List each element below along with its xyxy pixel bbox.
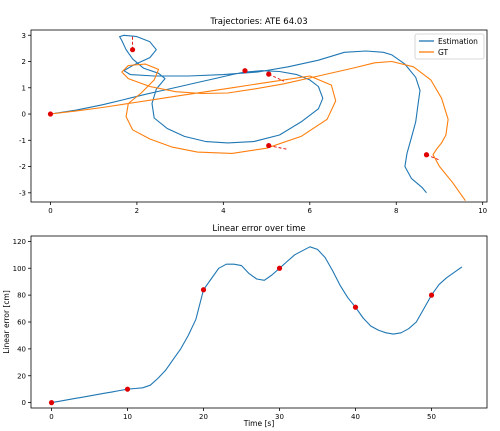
error-y-tick-label: 0 <box>22 399 26 407</box>
trajectory-x-tick-label: 6 <box>308 207 313 215</box>
trajectory-chart-title: Trajectories: ATE 64.03 <box>209 17 307 27</box>
trajectory-error-segment <box>268 145 289 150</box>
error-series-line0 <box>51 246 463 404</box>
trajectory-y-tick-label: -2 <box>19 163 26 171</box>
error-highlight-point <box>48 400 55 406</box>
trajectory-highlight-point <box>242 68 248 74</box>
error-chart-title: Linear error over time <box>212 224 305 234</box>
trajectory-series-gt <box>50 60 466 202</box>
error-highlight-point <box>200 287 207 293</box>
trajectory-x-tick-label: 2 <box>135 207 139 215</box>
trajectory-y-tick-label: 2 <box>22 58 26 66</box>
trajectory-highlight-point <box>266 71 272 77</box>
trajectory-chart: Trajectories: ATE 64.03 0 2 4 6 8 10 -3 -2 -1 0 1 2… <box>19 17 488 215</box>
error-highlight-point <box>352 304 359 310</box>
error-x-tick-label: 0 <box>49 413 53 421</box>
trajectory-x-tick-label: 10 <box>478 207 487 215</box>
error-x-axis-label: Time [s] <box>243 419 275 428</box>
trajectory-y-tick-label: 1 <box>22 84 26 92</box>
trajectory-x-tick-label: 8 <box>394 207 398 215</box>
trajectory-y-tick-label: -3 <box>19 189 26 197</box>
legend-label-estimation: Estimation <box>438 37 478 46</box>
trajectory-legend: Estimation GT <box>414 33 485 60</box>
error-highlight-point <box>276 265 283 271</box>
error-y-tick-label: 100 <box>13 265 26 273</box>
legend-label-gt: GT <box>438 48 449 57</box>
trajectory-y-tick-label: 0 <box>22 111 26 119</box>
legend-box <box>414 33 485 60</box>
error-y-axis-label: Linear error [cm] <box>2 290 11 354</box>
error-y-tick-label: 120 <box>13 238 26 246</box>
error-x-tick-label: 30 <box>275 413 284 421</box>
error-x-tick-label: 40 <box>351 413 360 421</box>
error-y-tick-label: 80 <box>17 292 26 300</box>
trajectory-highlight-point <box>423 152 430 158</box>
trajectory-x-tick-label: 4 <box>221 207 226 215</box>
trajectory-highlight-point <box>129 47 136 53</box>
trajectory-y-tick-label: -1 <box>19 137 26 145</box>
error-plot-frame <box>30 235 488 409</box>
trajectory-error-segment <box>268 73 285 82</box>
trajectory-plot-frame <box>30 29 488 203</box>
trajectory-series-estimation <box>50 34 427 194</box>
error-highlight-point <box>428 292 435 298</box>
error-highlight-point <box>124 386 131 392</box>
error-y-tick-label: 20 <box>17 372 26 380</box>
error-x-tick-label: 20 <box>199 413 208 421</box>
trajectory-highlight-point <box>47 111 54 117</box>
trajectory-y-tick-label: 3 <box>22 32 26 40</box>
trajectory-x-tick-label: 0 <box>48 207 52 215</box>
trajectory-highlight-point <box>266 142 272 149</box>
error-y-tick-label: 60 <box>17 319 26 327</box>
error-chart: Linear error over time 0 10 20 30 40 50 0 20 40 6… <box>2 224 488 428</box>
error-y-tick-label: 40 <box>17 345 26 353</box>
error-x-tick-label: 50 <box>427 413 436 421</box>
error-x-tick-label: 10 <box>123 413 132 421</box>
